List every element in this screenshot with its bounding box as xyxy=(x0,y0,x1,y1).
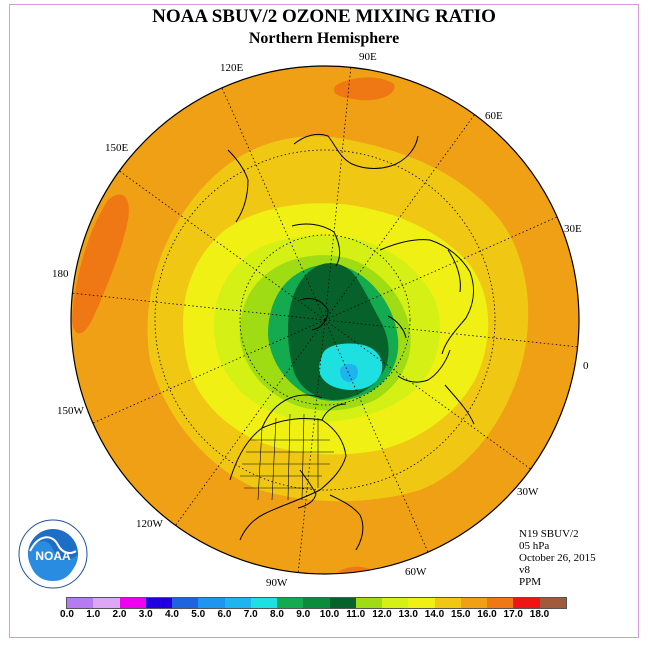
color-scale-segment xyxy=(172,598,199,608)
color-scale-tick-label: 12.0 xyxy=(372,609,392,620)
lon-label-120e: 120E xyxy=(220,62,244,74)
field-red-orange-west xyxy=(72,194,129,334)
lon-label-0: 0 xyxy=(583,360,589,372)
color-scale-segment xyxy=(119,598,146,608)
color-scale-tick-label: 17.0 xyxy=(503,609,523,620)
color-scale-segment xyxy=(434,598,461,608)
color-scale-tick-label: 0.0 xyxy=(60,609,74,620)
color-scale-tick-label: 7.0 xyxy=(243,609,258,620)
field-red-orange-top xyxy=(333,77,395,101)
color-scale-segment xyxy=(382,598,409,608)
us-state-borders xyxy=(240,413,334,501)
color-scale-segment xyxy=(224,598,251,608)
color-scale-segment xyxy=(277,598,304,608)
color-scale-segment xyxy=(329,598,356,608)
lon-label-60e: 60E xyxy=(485,110,503,122)
color-scale-tick-label: 4.0 xyxy=(165,609,179,620)
color-scale-tick-label: 3.0 xyxy=(138,609,153,620)
lon-label-150e: 150E xyxy=(105,142,129,154)
color-scale-segment xyxy=(460,598,487,608)
lon-label-90w: 90W xyxy=(266,577,288,589)
color-scale-segment xyxy=(250,598,277,608)
color-scale-tick-label: 6.0 xyxy=(217,609,232,620)
color-scale-segment xyxy=(408,598,435,608)
color-scale-tick-label: 5.0 xyxy=(191,609,206,620)
lon-label-60w: 60W xyxy=(405,566,427,578)
graticule xyxy=(71,66,579,574)
color-scale-segment xyxy=(93,598,120,608)
color-scale-segment xyxy=(487,598,514,608)
map-title: NOAA SBUV/2 OZONE MIXING RATIO xyxy=(152,6,496,27)
color-scale-tick-label: 9.0 xyxy=(296,609,311,620)
color-scale-tick-label: 15.0 xyxy=(451,609,471,620)
color-scale-segment xyxy=(513,598,540,608)
color-scale-tick-label: 18.0 xyxy=(529,609,550,620)
lon-label-180: 180 xyxy=(52,268,69,280)
lon-label-150w: 150W xyxy=(57,405,84,417)
color-scale-tick-label: 13.0 xyxy=(398,609,418,620)
units-label: PPM xyxy=(519,576,542,588)
color-scale-segment xyxy=(303,598,330,608)
version-label: v8 xyxy=(519,564,530,576)
pressure-label: 05 hPa xyxy=(519,540,550,552)
product-info: N19 SBUV/2 05 hPa October 26, 2015 v8 PP… xyxy=(519,528,596,588)
color-scale-tick-label: 16.0 xyxy=(477,609,497,620)
color-scale-tick-label: 10.0 xyxy=(319,609,340,620)
satellite-label: N19 SBUV/2 xyxy=(519,528,579,540)
color-scale-segment xyxy=(198,598,225,608)
color-scale-tick-label: 11.0 xyxy=(346,609,366,620)
color-scale-segment xyxy=(355,598,382,608)
color-scale-bar xyxy=(66,597,567,609)
color-scale-tick-label: 1.0 xyxy=(86,609,101,620)
color-scale-tick-label: 8.0 xyxy=(270,609,284,620)
field-red-orange-bottom xyxy=(332,566,373,574)
color-scale-segment xyxy=(145,598,172,608)
noaa-logo: NOAA xyxy=(18,519,88,589)
lon-label-120w: 120W xyxy=(136,518,163,530)
color-scale-segment xyxy=(67,598,94,608)
coastlines xyxy=(227,133,475,551)
color-scale-ticks: 0.0 1.0 2.0 3.0 4.0 5.0 6.0 7.0 8.0 9.0 10.0 11.0 12… xyxy=(0,609,648,623)
map-subtitle: Northern Hemisphere xyxy=(248,30,400,47)
color-scale-tick-label: 2.0 xyxy=(112,609,127,620)
hemisphere-boundary xyxy=(70,65,580,575)
color-scale-segment xyxy=(539,598,566,608)
color-scale-tick-label: 14.0 xyxy=(424,609,445,620)
date-label: October 26, 2015 xyxy=(519,552,596,564)
noaa-logo-text: NOAA xyxy=(35,549,71,563)
lon-label-30w: 30W xyxy=(517,486,539,498)
lon-label-30e: 30E xyxy=(564,223,582,235)
lon-label-90e: 90E xyxy=(359,51,377,63)
field-blue xyxy=(340,363,358,382)
